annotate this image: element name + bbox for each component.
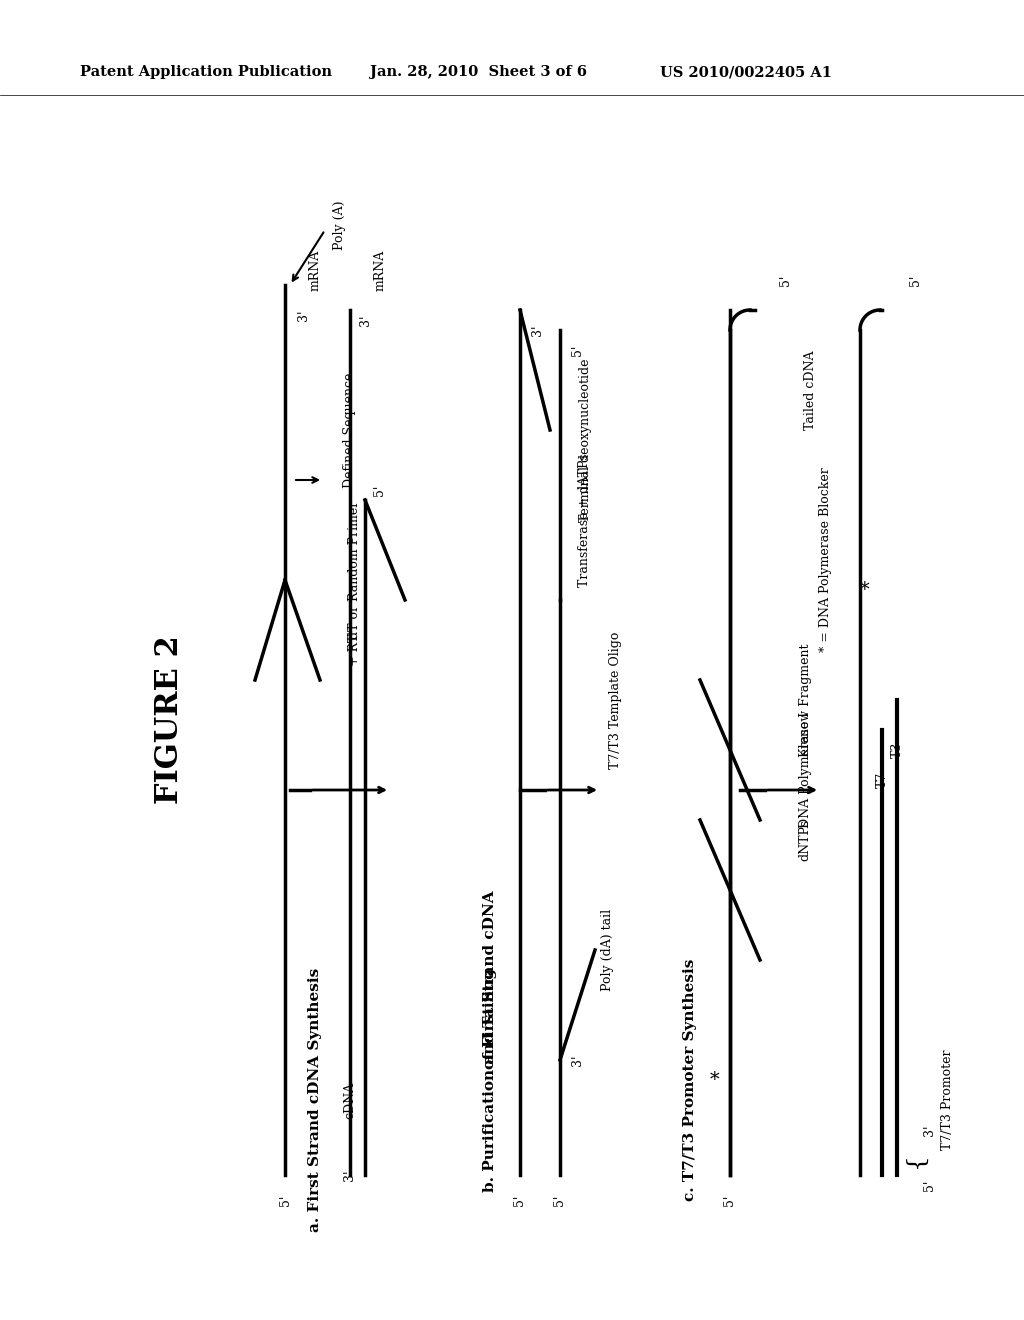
Text: b. Purification and Tailing: b. Purification and Tailing xyxy=(483,968,497,1192)
Text: dT or Random Primer: dT or Random Primer xyxy=(348,500,361,639)
Text: *: * xyxy=(860,581,869,599)
Text: T7: T7 xyxy=(876,772,889,788)
Text: Defined Sequence: Defined Sequence xyxy=(343,372,356,487)
Text: 5': 5' xyxy=(924,1179,937,1191)
Text: + RT: + RT xyxy=(348,634,361,667)
Text: 5': 5' xyxy=(374,484,386,496)
Text: 5': 5' xyxy=(513,1195,526,1206)
Text: * = DNA Polymerase Blocker: * = DNA Polymerase Blocker xyxy=(818,467,831,652)
Text: Transferase + dATPs: Transferase + dATPs xyxy=(579,453,592,587)
Text: 3': 3' xyxy=(531,325,545,335)
Text: DNA Polymerase I: DNA Polymerase I xyxy=(799,711,811,828)
Text: Klenow Fragment: Klenow Fragment xyxy=(799,643,811,756)
Text: Poly (A): Poly (A) xyxy=(334,201,346,249)
Text: Jan. 28, 2010  Sheet 3 of 6: Jan. 28, 2010 Sheet 3 of 6 xyxy=(370,65,587,79)
Text: 5': 5' xyxy=(571,345,585,355)
Text: FIGURE 2: FIGURE 2 xyxy=(155,636,185,804)
Text: 3': 3' xyxy=(358,314,372,326)
Text: 5': 5' xyxy=(908,275,922,285)
Text: 3': 3' xyxy=(297,309,309,321)
Text: 3': 3' xyxy=(571,1055,585,1065)
Text: Tailed cDNA: Tailed cDNA xyxy=(804,350,816,430)
Text: 5': 5' xyxy=(724,1195,736,1206)
Text: mRNA: mRNA xyxy=(308,249,322,290)
Text: Terminal deoxynucleotide: Terminal deoxynucleotide xyxy=(579,358,592,521)
Text: T7/T3 Promoter: T7/T3 Promoter xyxy=(941,1049,954,1150)
Text: Patent Application Publication: Patent Application Publication xyxy=(80,65,332,79)
Text: {: { xyxy=(903,1152,927,1168)
Text: 5': 5' xyxy=(279,1195,292,1206)
Text: dNTPs: dNTPs xyxy=(799,818,811,861)
Text: a. First Strand cDNA Synthesis: a. First Strand cDNA Synthesis xyxy=(308,968,322,1232)
Text: T3: T3 xyxy=(891,742,903,758)
Text: of First Strand cDNA: of First Strand cDNA xyxy=(483,891,497,1069)
Text: 5': 5' xyxy=(554,1195,566,1206)
Text: *: * xyxy=(711,1071,720,1089)
Text: cDNA: cDNA xyxy=(343,1081,356,1118)
Text: Poly (dA) tail: Poly (dA) tail xyxy=(601,909,614,991)
Text: 3': 3' xyxy=(924,1125,937,1135)
Text: mRNA: mRNA xyxy=(374,249,386,290)
Text: US 2010/0022405 A1: US 2010/0022405 A1 xyxy=(660,65,831,79)
Text: 3': 3' xyxy=(343,1170,356,1181)
Text: 5': 5' xyxy=(778,275,792,285)
Text: c. T7/T3 Promoter Synthesis: c. T7/T3 Promoter Synthesis xyxy=(683,958,697,1201)
Text: T7/T3 Template Oligo: T7/T3 Template Oligo xyxy=(608,631,622,768)
